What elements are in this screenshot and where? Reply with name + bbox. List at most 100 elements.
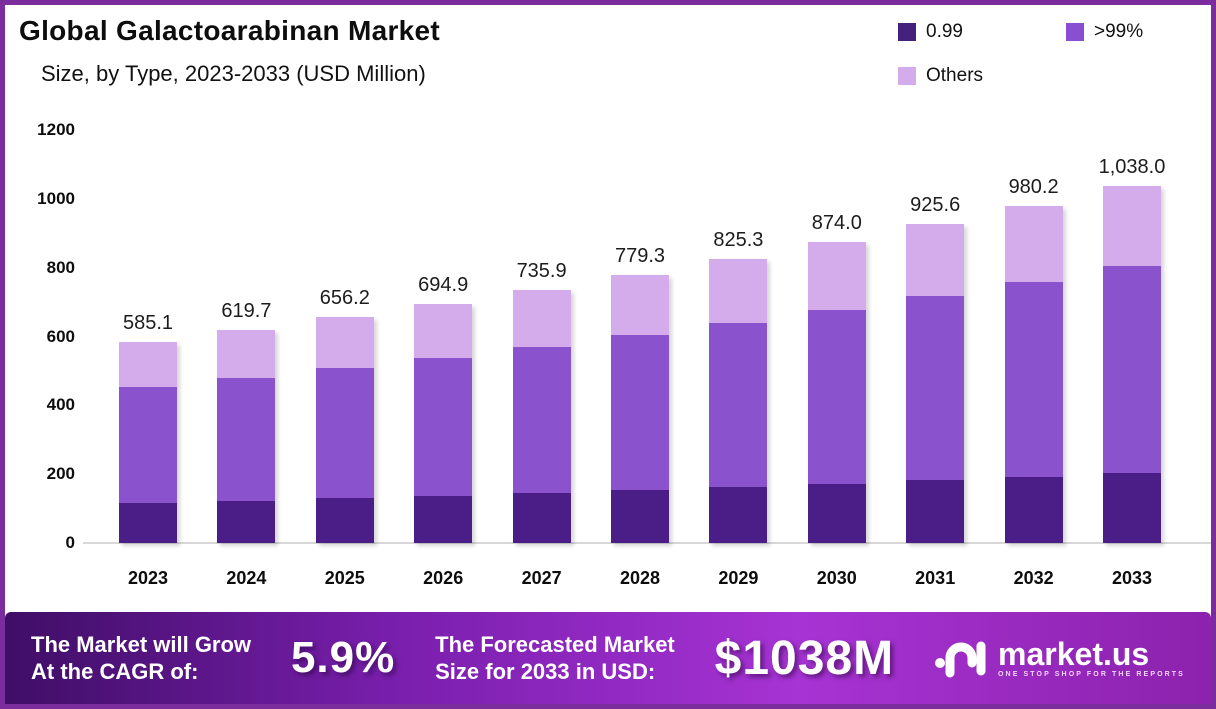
bar-segment->99% <box>1004 281 1063 477</box>
legend-label-others: Others <box>926 65 984 86</box>
bar-total-label: 825.3 <box>713 228 764 251</box>
page-title: Global Galactoarabinan Market <box>19 15 441 46</box>
forecast-text: The Forecasted Market Size for 2033 in U… <box>435 631 675 685</box>
x-tick-label: 2032 <box>1013 568 1054 588</box>
y-tick-label: 400 <box>46 395 75 415</box>
bar-segment-0.99 <box>611 490 669 543</box>
legend-swatch-gt99 <box>1066 23 1084 41</box>
bar-segment-0.99 <box>315 498 374 543</box>
y-tick-label: 1200 <box>37 120 75 139</box>
stacked-bar-2033 <box>1103 185 1161 543</box>
bar-segment->99% <box>807 309 866 484</box>
cagr-text: The Market will Grow At the CAGR of: <box>31 631 251 685</box>
bar-segment-Others <box>217 329 276 378</box>
legend-swatch-099 <box>898 23 916 41</box>
bar-total-label: 735.9 <box>516 259 567 282</box>
bar-total-label: 980.2 <box>1008 175 1059 198</box>
x-tick-label: 2029 <box>718 568 759 588</box>
marketus-logo-icon <box>934 633 988 684</box>
bar-segment-Others <box>119 341 177 387</box>
bar-segment-0.99 <box>217 500 276 543</box>
stacked-bar-2032 <box>1004 205 1063 543</box>
bar-segment-Others <box>807 242 866 310</box>
bar-segment-Others <box>512 289 571 347</box>
bar-total-label: 925.6 <box>910 194 961 217</box>
bar-segment-0.99 <box>1004 476 1063 543</box>
x-tick-label: 2025 <box>324 568 365 588</box>
bar-segment->99% <box>119 386 177 504</box>
x-tick-label: 2026 <box>423 568 464 588</box>
bar-total-label: 619.7 <box>221 299 272 322</box>
page-subtitle: Size, by Type, 2023-2033 (USD Million) <box>41 61 426 86</box>
x-tick-label: 2033 <box>1111 568 1153 588</box>
stacked-bar-2030 <box>807 242 866 543</box>
stacked-bar-2023 <box>119 341 177 543</box>
footer-banner: The Market will Grow At the CAGR of: 5.9… <box>5 612 1211 704</box>
bar-segment-Others <box>709 258 768 323</box>
bar-segment->99% <box>414 357 473 496</box>
bar-segment-Others <box>414 303 473 358</box>
plot-area: 0 200 400 600 800 1000 1200 585.1 2023 619.7 2024 6… <box>5 5 1211 704</box>
bar-segment->99% <box>217 377 276 501</box>
legend: 0.99 >99% Others <box>898 21 1143 87</box>
bar-segment->99% <box>512 346 571 494</box>
bar-segment-0.99 <box>906 480 965 543</box>
bar-segment->99% <box>315 367 374 499</box>
cagr-text-line2: At the CAGR of: <box>31 659 199 684</box>
legend-item-099: 0.99 <box>898 21 1066 43</box>
stacked-bar-2029 <box>709 258 768 543</box>
bar-segment-Others <box>1004 205 1063 282</box>
y-tick-label: 200 <box>46 464 75 484</box>
stacked-bar-2025 <box>315 317 374 543</box>
bar-segment-0.99 <box>512 493 571 543</box>
x-tick-label: 2023 <box>127 568 169 588</box>
x-axis-line <box>83 542 1211 544</box>
stacked-bar-2027 <box>512 289 571 543</box>
brand-name: market.us <box>998 635 1150 672</box>
bar-segment-0.99 <box>709 487 768 543</box>
legend-label-gt99: >99% <box>1094 21 1144 42</box>
brand-tagline: ONE STOP SHOP FOR THE REPORTS <box>998 670 1185 678</box>
x-tick-label: 2030 <box>816 568 857 588</box>
legend-item-gt99: >99% <box>1066 21 1143 43</box>
bar-segment-Others <box>1103 185 1161 267</box>
y-tick-label: 0 <box>65 533 75 552</box>
bar-segment-0.99 <box>807 483 866 543</box>
forecast-text-line2: Size for 2033 in USD: <box>435 659 656 684</box>
stacked-bar-2028 <box>611 274 669 543</box>
bar-segment-Others <box>906 224 965 297</box>
cagr-text-line1: The Market will Grow <box>31 632 252 657</box>
bar-total-label: 585.1 <box>122 311 174 334</box>
y-tick-label: 600 <box>46 326 75 346</box>
legend-swatch-others <box>898 67 916 85</box>
x-tick-label: 2031 <box>915 568 956 588</box>
bar-total-label: 874.0 <box>811 212 862 235</box>
bar-segment->99% <box>611 335 669 491</box>
stacked-bar-2026 <box>414 303 473 543</box>
x-tick-label: 2024 <box>226 568 267 588</box>
brand-logo: market.us ONE STOP SHOP FOR THE REPORTS <box>934 633 1185 684</box>
bar-segment-Others <box>611 274 669 336</box>
stacked-bar-2024 <box>217 329 276 543</box>
bar-segment->99% <box>906 296 965 481</box>
bar-segment-0.99 <box>119 503 177 543</box>
stacked-bar-2031 <box>906 224 965 543</box>
bar-total-label: 1,038.0 <box>1098 155 1166 178</box>
bar-segment-0.99 <box>414 495 473 543</box>
forecast-value: $1038M <box>714 631 895 685</box>
bar-segment->99% <box>1103 266 1161 473</box>
forecast-text-line1: The Forecasted Market <box>435 632 675 657</box>
bar-total-label: 656.2 <box>319 287 370 310</box>
bar-total-label: 694.9 <box>418 273 469 296</box>
y-tick-label: 1000 <box>37 188 75 208</box>
x-tick-label: 2028 <box>619 568 661 588</box>
bar-segment-0.99 <box>1103 472 1161 543</box>
bar-segment-Others <box>315 317 374 368</box>
bar-total-label: 779.3 <box>614 244 666 267</box>
legend-label-099: 0.99 <box>926 21 963 42</box>
x-tick-label: 2027 <box>521 568 562 588</box>
bar-segment->99% <box>709 322 768 488</box>
cagr-value: 5.9% <box>290 633 396 682</box>
legend-item-others: Others <box>898 65 1066 87</box>
